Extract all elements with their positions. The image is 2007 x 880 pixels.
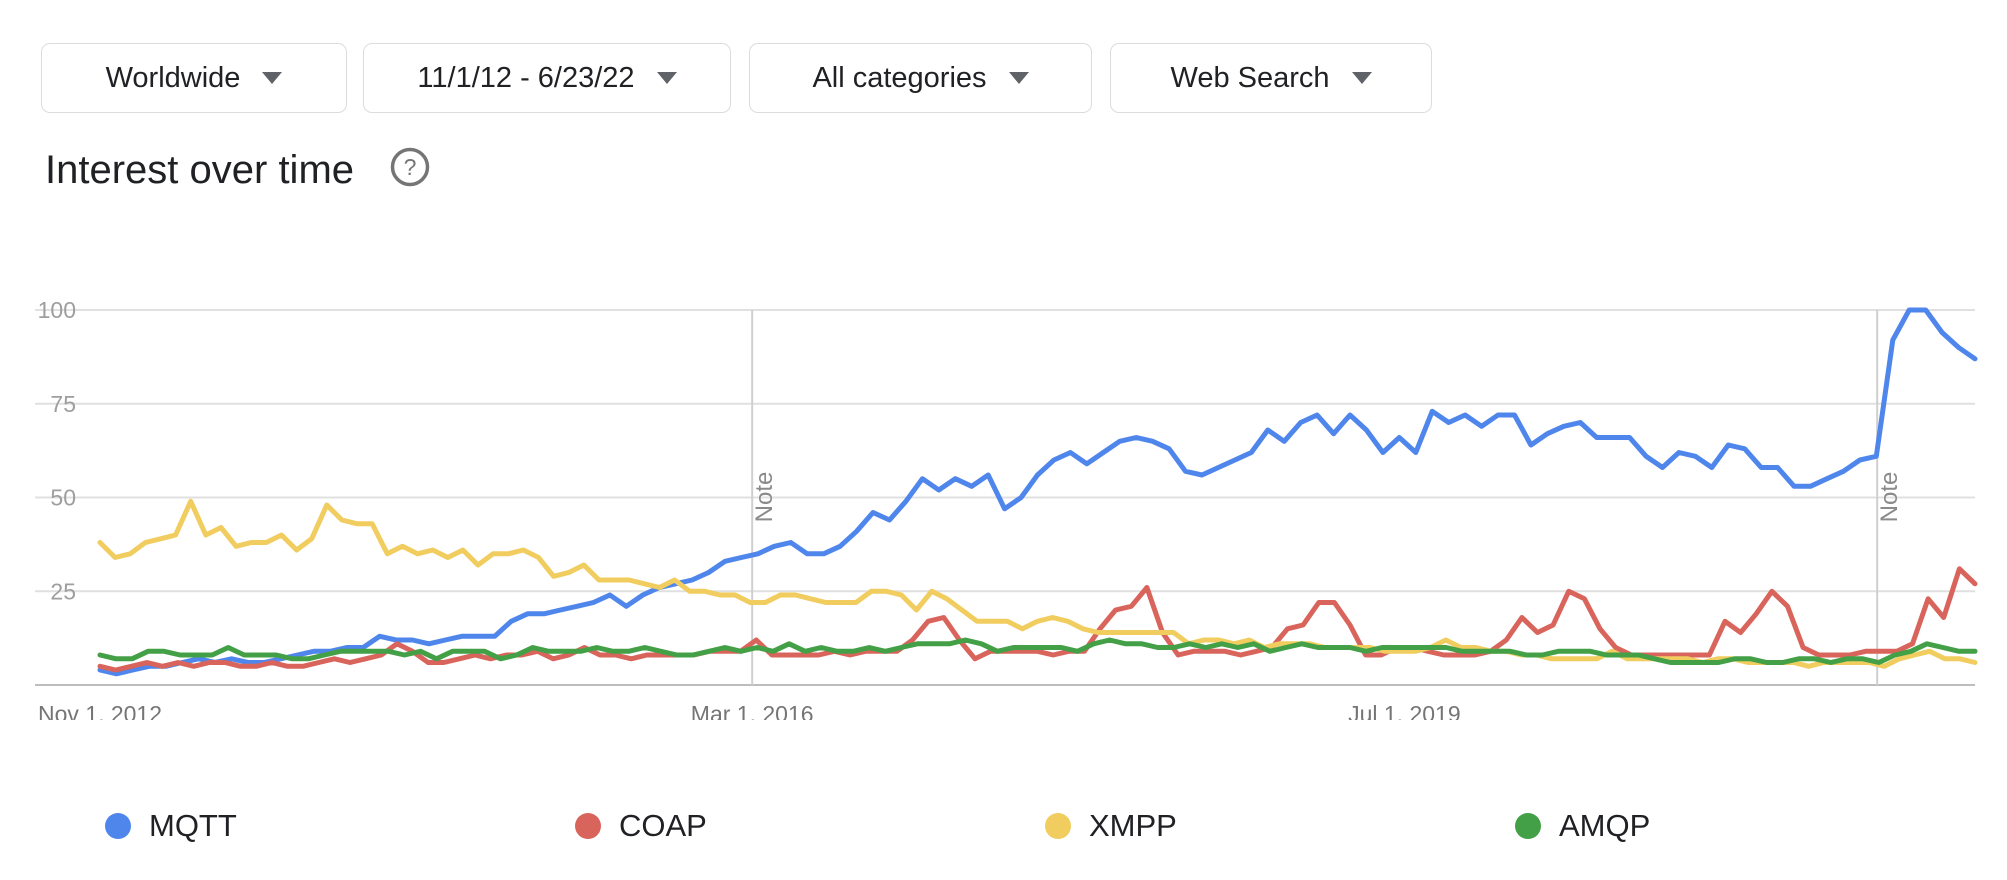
legend-item-xmpp[interactable]: XMPP — [1045, 808, 1177, 844]
legend-dot-mqtt — [105, 813, 131, 839]
caret-down-icon — [656, 72, 677, 84]
caret-down-icon — [1008, 72, 1029, 84]
legend-dot-amqp — [1515, 813, 1541, 839]
help-icon[interactable]: ? — [390, 147, 430, 187]
caret-down-icon — [262, 72, 283, 84]
chart-legend: MQTT COAP XMPP AMQP — [0, 808, 2007, 848]
legend-item-amqp[interactable]: AMQP — [1515, 808, 1650, 844]
caret-down-icon — [1351, 72, 1372, 84]
legend-item-mqtt[interactable]: MQTT — [105, 808, 237, 844]
x-tick-label: Jul 1, 2019 — [1348, 701, 1461, 720]
interest-over-time-chart: 25 50 75 100 Note Note Nov 1, 2012 Mar 1, 2016 J… — [35, 297, 1978, 720]
y-tick-label: 50 — [50, 485, 76, 511]
search-type-filter[interactable]: Web Search — [1110, 43, 1432, 113]
help-circle-icon: ? — [390, 147, 430, 187]
date-range-filter-label: 11/1/12 - 6/23/22 — [417, 61, 635, 94]
legend-dot-coap — [575, 813, 601, 839]
region-filter[interactable]: Worldwide — [41, 43, 347, 113]
category-filter-label: All categories — [812, 61, 987, 94]
series-line-xmpp — [97, 498, 1978, 669]
legend-label-coap: COAP — [619, 808, 707, 843]
section-title: Interest over time — [45, 148, 355, 192]
y-tick-label: 75 — [50, 391, 76, 417]
legend-dot-xmpp — [1045, 813, 1071, 839]
category-filter[interactable]: All categories — [749, 43, 1092, 113]
x-tick-label: Mar 1, 2016 — [691, 701, 814, 720]
legend-label-amqp: AMQP — [1559, 808, 1651, 843]
note-label: Note — [1876, 472, 1903, 523]
x-tick-label: Nov 1, 2012 — [38, 701, 162, 720]
region-filter-label: Worldwide — [105, 61, 241, 94]
legend-label-mqtt: MQTT — [149, 808, 237, 843]
y-tick-label: 25 — [50, 578, 76, 604]
legend-item-coap[interactable]: COAP — [575, 808, 707, 844]
note-label: Note — [751, 472, 778, 523]
svg-text:?: ? — [404, 154, 417, 180]
series-line-amqp — [97, 637, 1978, 665]
legend-label-xmpp: XMPP — [1089, 808, 1177, 843]
date-range-filter[interactable]: 11/1/12 - 6/23/22 — [363, 43, 731, 113]
series-line-mqtt — [97, 307, 1978, 677]
search-type-filter-label: Web Search — [1170, 61, 1330, 94]
y-tick-label: 100 — [38, 297, 76, 323]
